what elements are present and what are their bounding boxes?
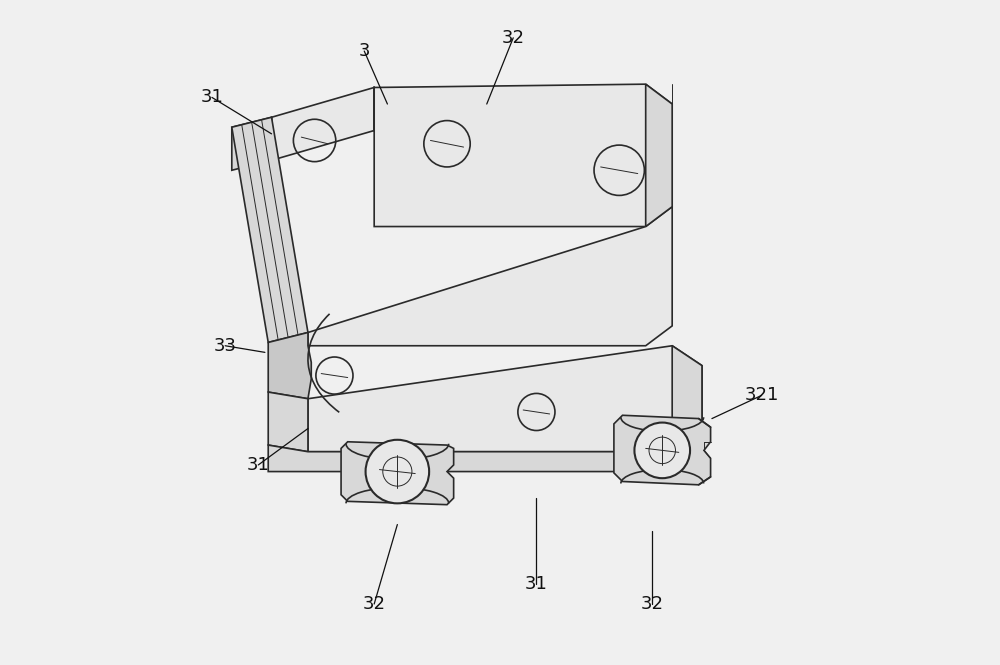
Polygon shape	[268, 432, 702, 471]
Polygon shape	[308, 346, 702, 452]
Polygon shape	[268, 332, 311, 399]
Circle shape	[366, 440, 429, 503]
Text: 31: 31	[247, 456, 270, 474]
Text: 32: 32	[641, 595, 664, 613]
Text: 3: 3	[358, 42, 370, 60]
Polygon shape	[232, 117, 308, 342]
Polygon shape	[268, 392, 308, 452]
Polygon shape	[374, 84, 672, 227]
Text: 33: 33	[214, 336, 237, 354]
Circle shape	[634, 422, 690, 478]
Polygon shape	[232, 117, 272, 170]
Polygon shape	[272, 88, 374, 160]
Polygon shape	[614, 415, 711, 485]
Polygon shape	[308, 207, 672, 346]
Text: 321: 321	[744, 386, 779, 404]
Text: 31: 31	[200, 88, 223, 106]
Polygon shape	[341, 442, 454, 505]
Text: 32: 32	[363, 595, 386, 613]
Text: 31: 31	[525, 575, 548, 593]
Polygon shape	[646, 84, 672, 227]
Text: 32: 32	[502, 29, 525, 47]
Polygon shape	[672, 346, 702, 452]
